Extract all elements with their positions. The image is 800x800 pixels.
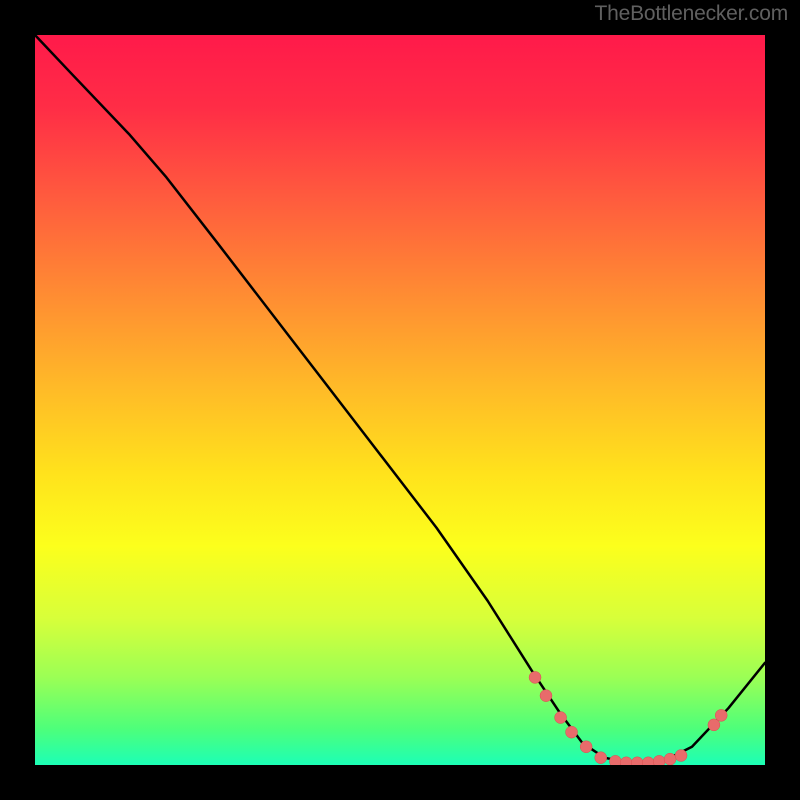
attribution-text: TheBottlenecker.com — [595, 2, 788, 26]
marker-point — [715, 709, 727, 721]
marker-point — [555, 712, 567, 724]
chart-background — [35, 35, 765, 765]
marker-point — [675, 750, 687, 762]
marker-point — [595, 752, 607, 764]
marker-point — [529, 671, 541, 683]
marker-point — [566, 726, 578, 738]
chart-svg — [35, 35, 765, 765]
marker-point — [540, 690, 552, 702]
marker-point — [609, 755, 621, 765]
plot-area — [35, 35, 765, 765]
marker-point — [664, 753, 676, 765]
marker-point — [653, 755, 665, 765]
marker-point — [580, 741, 592, 753]
